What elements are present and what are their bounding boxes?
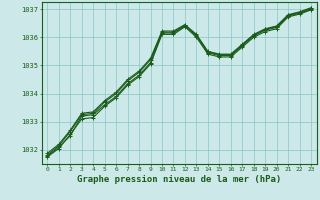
X-axis label: Graphe pression niveau de la mer (hPa): Graphe pression niveau de la mer (hPa): [77, 175, 281, 184]
